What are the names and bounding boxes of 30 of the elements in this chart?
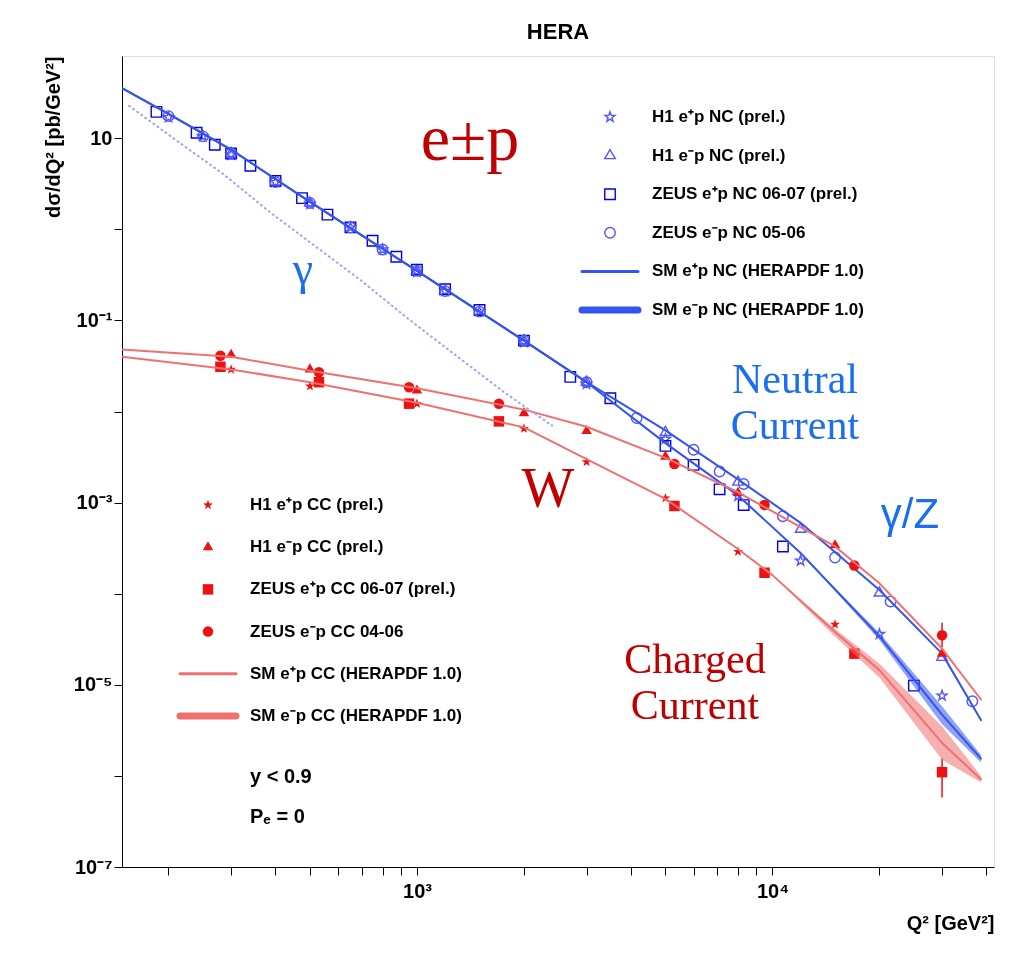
annotation: Pₑ = 0 — [250, 805, 305, 827]
legend-label: ZEUS e⁻p CC 04-06 — [250, 621, 404, 641]
legend-label: SM e⁺p NC (HERAPDF 1.0) — [652, 261, 864, 281]
y-tick-label: 10⁻¹ — [76, 308, 113, 331]
legend-label: H1 e⁻p CC (prel.) — [250, 537, 384, 557]
y-tick-label: 10⁻³ — [76, 491, 113, 514]
annotation: y < 0.9 — [250, 765, 312, 787]
annotation: W — [521, 457, 575, 519]
annotation: γ — [291, 243, 314, 294]
x-tick-label: 10⁴ — [756, 879, 790, 902]
annotation: Charged Current — [624, 636, 766, 729]
y-tick-label: 10⁻⁵ — [73, 673, 113, 696]
y-axis-title: dσ/dQ² [pb/GeV²] — [41, 56, 64, 218]
x-tick-label: 10³ — [403, 879, 433, 902]
legend-label: ZEUS e⁺p CC 06-07 (prel.) — [250, 579, 456, 599]
legend-label: SM e⁻p CC (HERAPDF 1.0) — [250, 706, 462, 725]
y-tick-label: 10⁻⁷ — [75, 855, 113, 878]
annotation: e±p — [420, 101, 520, 174]
x-axis-title: Q² [GeV²] — [906, 911, 995, 934]
annotation: γ/Z — [880, 490, 940, 537]
legend-label: H1 e⁺p CC (prel.) — [250, 495, 384, 514]
chart-title: HERA — [526, 19, 590, 44]
legend-label: ZEUS e⁺p NC 06-07 (prel.) — [652, 184, 858, 204]
legend-label: SM e⁺p CC (HERAPDF 1.0) — [250, 663, 462, 683]
legend-label: H1 e⁻p NC (prel.) — [652, 145, 786, 165]
legend-label: ZEUS e⁻p NC 05-06 — [652, 222, 806, 242]
legend-label: H1 e⁺p NC (prel.) — [652, 107, 786, 126]
legend-label: SM e⁻p NC (HERAPDF 1.0) — [652, 300, 864, 319]
annotation: Neutral Current — [730, 356, 860, 449]
y-tick-label: 10 — [90, 126, 113, 149]
